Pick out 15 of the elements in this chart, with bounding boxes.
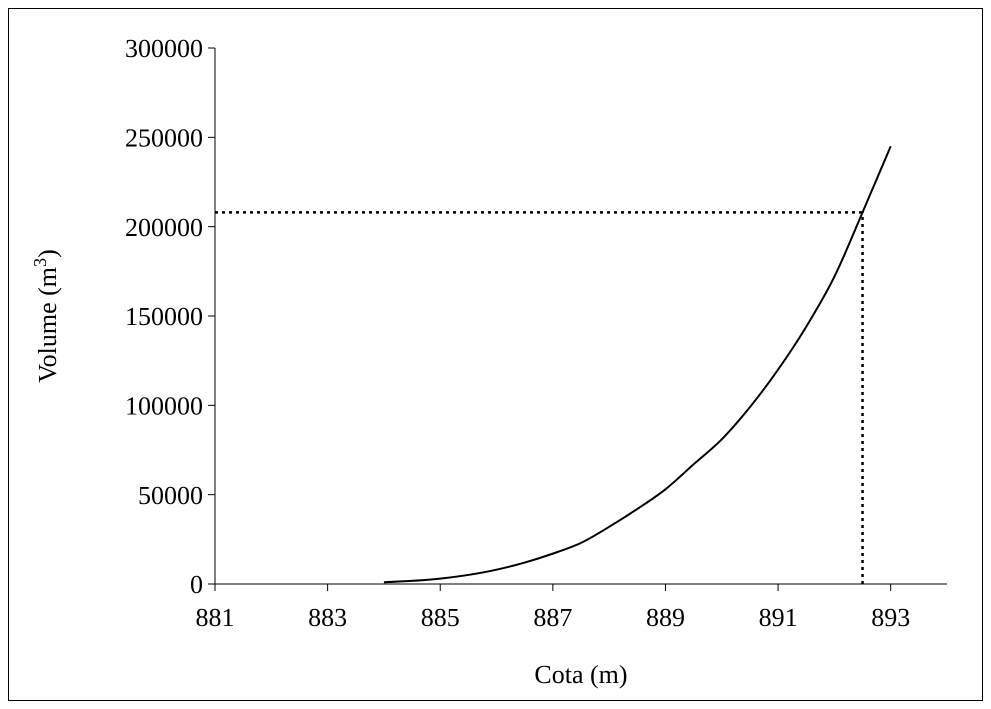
y-tick-label: 150000 — [125, 302, 203, 332]
x-axis-title: Cota (m) — [534, 660, 628, 689]
x-tick-label: 881 — [196, 603, 234, 632]
y-tick-label: 200000 — [125, 212, 203, 242]
x-tick-label: 891 — [758, 603, 798, 632]
y-tick-label: 50000 — [138, 480, 203, 510]
x-tick-label: 889 — [646, 603, 685, 632]
x-tick-label: 887 — [533, 603, 572, 632]
x-tick-label: 893 — [871, 603, 910, 632]
y-tick-label: 300000 — [125, 34, 203, 64]
y-tick-label: 0 — [190, 570, 203, 600]
x-tick-label: 883 — [308, 603, 348, 632]
y-tick-label: 250000 — [125, 123, 203, 152]
y-tick-label: 100000 — [125, 391, 203, 420]
x-tick-label: 885 — [420, 603, 460, 632]
